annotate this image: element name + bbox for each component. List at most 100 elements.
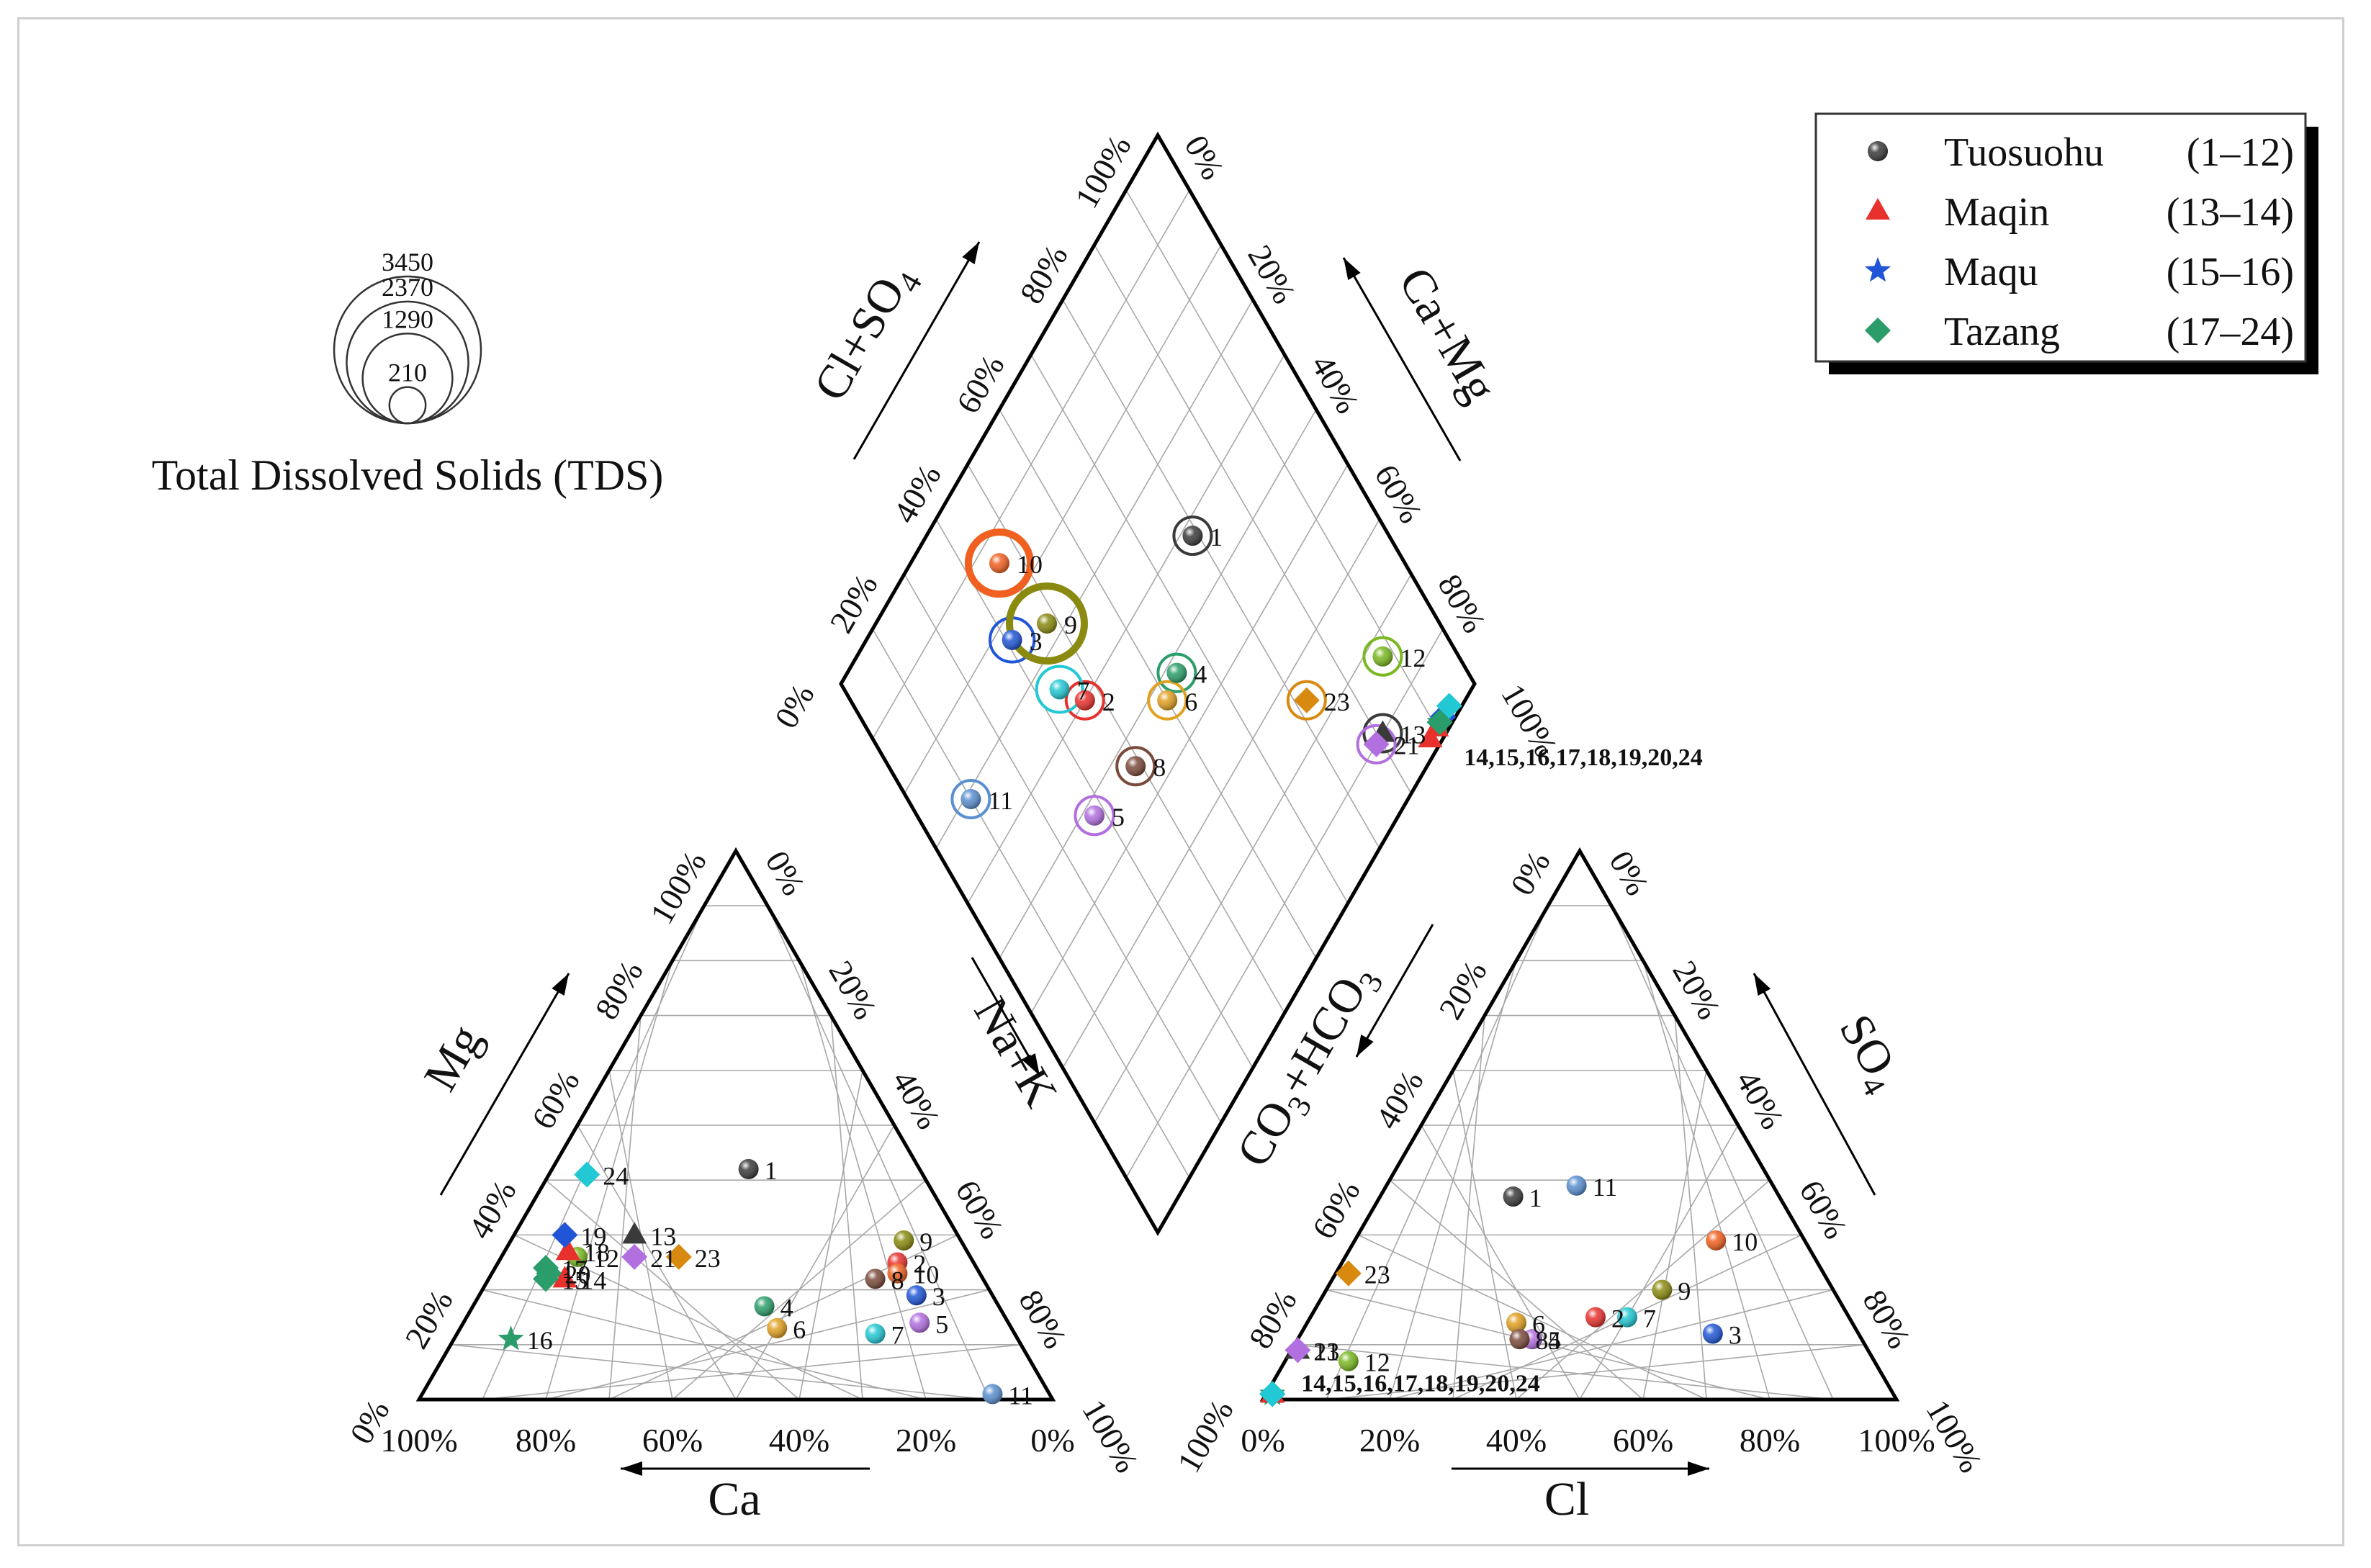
axis-arrow-head — [1754, 973, 1771, 996]
tds-circle — [1115, 746, 1156, 787]
axis-arrow-head — [1688, 1461, 1709, 1476]
sample-sphere-shade — [1049, 679, 1070, 700]
sample-marker — [754, 1296, 775, 1317]
axis-arrow-head — [1022, 1053, 1040, 1076]
sample-sphere-shade — [1074, 690, 1095, 711]
sample-diamond — [574, 1161, 600, 1188]
axis-label-cl: Cl — [1544, 1473, 1589, 1526]
sample-marker — [989, 553, 1009, 574]
tds-circle — [1074, 795, 1115, 837]
tick-label: 80% — [1740, 1422, 1800, 1459]
grid-line — [1579, 1125, 1739, 1400]
sample-marker — [1706, 1230, 1727, 1251]
axis-label-part: Ca — [708, 1473, 760, 1526]
axis-arrow-head — [1357, 1035, 1374, 1057]
sample-marker — [1084, 805, 1104, 826]
sample-sphere-shade — [1503, 1186, 1524, 1207]
tds-legend-value: 1290 — [382, 305, 433, 333]
sample-marker — [1125, 756, 1146, 777]
axis-label-part: Mg — [414, 1016, 492, 1099]
sample-sphere-shade — [982, 1384, 1003, 1405]
sample-sphere-shade — [1617, 1307, 1637, 1328]
axis-arrow-line — [971, 957, 1041, 1076]
sample-sphere-shade — [906, 1285, 927, 1306]
sample-label: 23 — [695, 1244, 721, 1273]
sample-label: 15 — [562, 1266, 588, 1294]
tick-label: 60% — [1367, 459, 1429, 530]
tds-circle — [1286, 680, 1327, 721]
sample-diamond — [552, 1222, 578, 1248]
axis-arrow-line — [1355, 924, 1434, 1058]
tick-label: 80% — [516, 1422, 576, 1459]
sample-marker — [1566, 1175, 1587, 1196]
sample-diamond — [1363, 731, 1390, 757]
tick-label: 60% — [642, 1422, 703, 1459]
sample-label: 4 — [780, 1293, 793, 1322]
sample-marker — [1338, 1351, 1359, 1371]
tick-label: 40% — [886, 459, 948, 530]
sample-sphere-shade — [1125, 756, 1146, 777]
sample-label: 13 — [1313, 1337, 1339, 1366]
sample-sphere-shade — [1182, 526, 1203, 546]
sample-sphere-shade — [1166, 662, 1187, 683]
sample-sphere-shade — [989, 553, 1009, 574]
sample-sphere-shade — [909, 1312, 930, 1333]
axis-label-camg: Ca+Mg — [1388, 258, 1506, 411]
tick-label: 100% — [1170, 1394, 1241, 1479]
sample-label: 10 — [1017, 550, 1043, 579]
sample-sphere-shade — [1868, 141, 1888, 161]
axis-arrow-line — [1342, 257, 1462, 461]
sample-marker — [1049, 679, 1070, 700]
sample-label: 9 — [1064, 610, 1077, 639]
legend-name: Maqu — [1944, 250, 2038, 294]
group-label-anion: 14,15,16,17,18,19,20,24 — [1301, 1370, 1540, 1397]
grid-line — [1421, 1125, 1580, 1400]
legend-name: Maqin — [1944, 190, 2049, 235]
tick-label: 100% — [1068, 129, 1138, 214]
sample-label: 21 — [650, 1244, 676, 1273]
grid-line — [1030, 354, 1349, 904]
grid-line — [1389, 1179, 1644, 1400]
grid-line — [545, 1289, 990, 1400]
legend-name: Tazang — [1944, 310, 2060, 354]
tick-label: 80% — [1012, 239, 1074, 310]
sample-marker — [1372, 646, 1393, 667]
sample-triangle — [1418, 726, 1443, 748]
axis-arrow-head — [552, 973, 569, 996]
sample-marker — [1166, 662, 1187, 683]
sample-sphere-shade — [865, 1323, 886, 1344]
sample-sphere-shade — [1338, 1351, 1359, 1371]
sample-diamond — [1335, 1260, 1362, 1287]
sample-sphere-shade — [1506, 1312, 1526, 1333]
sample-label: 9 — [919, 1227, 932, 1256]
sample-label: 11 — [1593, 1173, 1618, 1202]
legend-range: (17–24) — [2167, 310, 2294, 354]
sample-triangle — [552, 1266, 577, 1288]
tds-legend-value: 210 — [388, 359, 427, 387]
tick-label: 20% — [1359, 1422, 1420, 1459]
tick-label: 80% — [1431, 568, 1493, 639]
tick-label: 0% — [768, 677, 822, 734]
axis-label-co3hco3: CO3+HCO3 — [1227, 955, 1390, 1179]
sample-triangle — [555, 1238, 580, 1261]
grid-line — [577, 1125, 737, 1400]
sample-marker — [1002, 629, 1022, 650]
tick-label: 60% — [949, 348, 1011, 420]
tds-circle — [1156, 652, 1197, 693]
axis-label-part: SO — [1829, 1006, 1904, 1085]
grid-line — [1125, 189, 1444, 739]
axis-label-ca: Ca — [708, 1473, 760, 1526]
sample-marker — [1868, 141, 1888, 161]
grid-line — [904, 244, 1222, 794]
sample-label: 1 — [1210, 523, 1223, 551]
sample-marker — [1182, 526, 1203, 546]
sample-marker — [1509, 1329, 1530, 1350]
sample-label: 23 — [1324, 688, 1350, 716]
axis-label-mg: Mg — [414, 1016, 492, 1099]
grid-line — [450, 1343, 990, 1400]
sample-label: 3 — [1729, 1321, 1742, 1350]
sample-label: 19 — [580, 1222, 606, 1251]
sample-label: 2 — [1611, 1305, 1624, 1333]
grid-line — [1516, 1179, 1771, 1400]
